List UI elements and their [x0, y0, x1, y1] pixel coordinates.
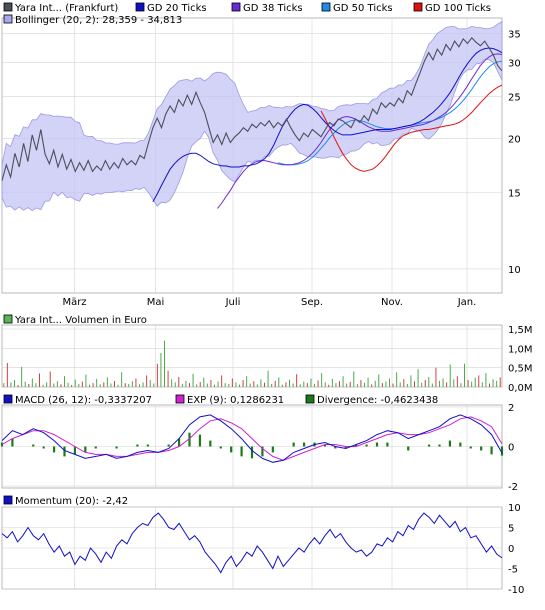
price-ytick-5: 10: [508, 265, 521, 276]
macd-ytick-1: 0: [508, 443, 514, 454]
legend-swatch-0-2: [231, 2, 241, 12]
month-label-2: Juli: [225, 297, 241, 308]
legend-swatch-2-2: [305, 394, 315, 404]
price-ytick-1: 30: [508, 58, 521, 69]
legend-label-0-5: Bollinger (20, 2): 28,359 - 34,813: [15, 15, 182, 26]
price-panel: 35 30 25 20 15 10 März Mai Juli Sep. Nov. Jan. Yar…: [1, 2, 521, 308]
momentum-ytick-1: 5: [508, 524, 514, 535]
macd-ytick-2: -2: [508, 482, 518, 493]
momentum-series-line: [1, 512, 503, 574]
legend-label-0-2: GD 38 Ticks: [243, 3, 303, 14]
price-ytick-3: 20: [508, 135, 521, 146]
momentum-ytick-2: 0: [508, 544, 514, 555]
legend-swatch-0-4: [413, 2, 423, 12]
legend-swatch-0-1: [135, 2, 145, 12]
legend-swatch-0-3: [321, 2, 331, 12]
macd-series-line-0: [1, 414, 503, 463]
bollinger-band: [1, 20, 503, 212]
legend-swatch-2-0: [3, 394, 13, 404]
series-line-1: [152, 47, 503, 202]
month-label-3: Sep.: [301, 297, 323, 308]
momentum-ytick-0: 10: [508, 503, 521, 514]
series-line-4: [320, 84, 503, 172]
legend-label-2-2: Divergence: -0,4623438: [317, 395, 438, 406]
macd-panel: 2 0 -2 MACD (26, 12): -0,3337207 EXP (9): 0…: [0, 394, 518, 493]
volume-ytick-2: 0,5M: [508, 364, 533, 375]
legend-swatch-2-1: [175, 394, 185, 404]
volume-ytick-0: 1,5M: [508, 325, 533, 336]
legend-label-2-1: EXP (9): 0,1286231: [187, 395, 284, 406]
legend-swatch-0-5: [3, 14, 13, 24]
legend-label-0-1: GD 20 Ticks: [147, 3, 207, 14]
volume-panel: 1,5M 1,0M 0,5M 0,0M Yara Int... Volumen in …: [1, 314, 533, 394]
legend-label-0-0: Yara Int... (Frankfurt): [14, 3, 118, 14]
legend-label-3-0: Momentum (20): -2,42: [15, 496, 128, 507]
volume-ytick-3: 0,0M: [508, 383, 533, 394]
legend-swatch-0-0: [3, 2, 13, 12]
volume-ytick-1: 1,0M: [508, 344, 533, 355]
series-line-0: [1, 36, 503, 181]
legend-swatch-1-0: [3, 314, 13, 324]
legend-label-0-3: GD 50 Ticks: [333, 3, 393, 14]
price-ytick-0: 35: [508, 29, 521, 40]
momentum-ytick-3: -5: [508, 565, 518, 576]
month-label-1: Mai: [147, 297, 165, 308]
series-line-3: [277, 60, 503, 166]
month-label-5: Jan.: [457, 297, 477, 308]
month-label-4: Nov.: [381, 297, 403, 308]
month-label-0: März: [62, 297, 86, 308]
legend-label-0-4: GD 100 Ticks: [425, 3, 491, 14]
price-ytick-2: 25: [508, 93, 521, 104]
legend-label-1-0: Yara Int... Volumen in Euro: [14, 315, 147, 326]
momentum-panel: 10 5 0 -5 -10 Momentum (20): -2,42: [1, 495, 524, 596]
price-ytick-4: 15: [508, 189, 521, 200]
momentum-ytick-4: -10: [508, 585, 524, 596]
macd-ytick-0: 2: [508, 403, 514, 414]
legend-swatch-3-0: [3, 495, 13, 505]
legend-label-2-0: MACD (26, 12): -0,3337207: [15, 395, 152, 406]
